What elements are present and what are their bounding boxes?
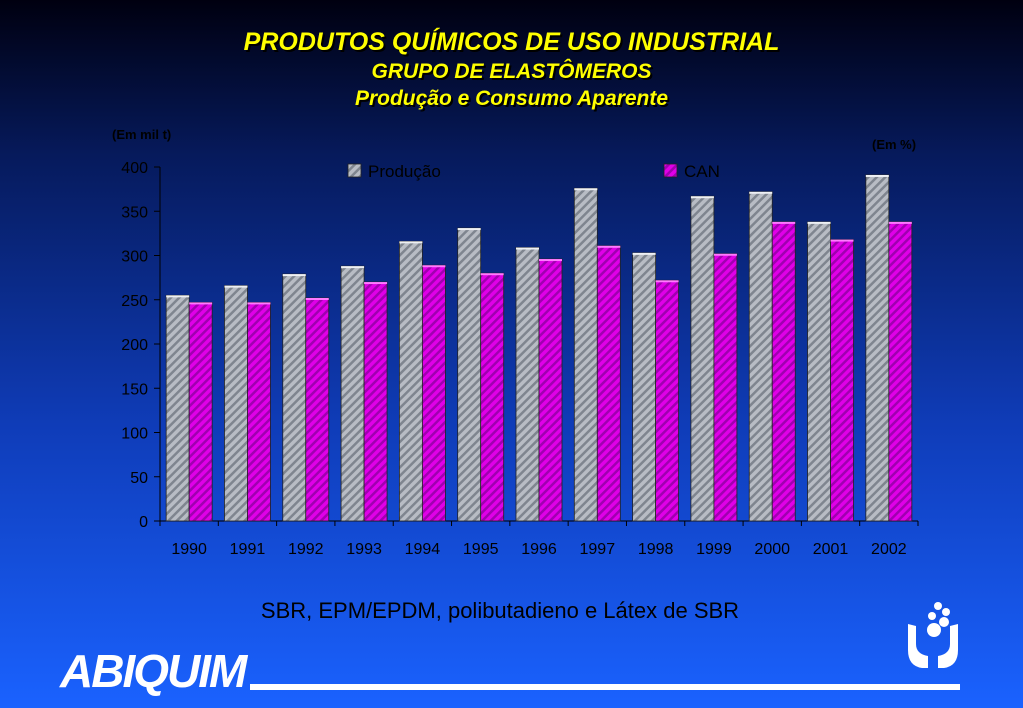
bar-can-top bbox=[539, 259, 562, 262]
bar-producao-top bbox=[749, 191, 773, 194]
bar-producao-top bbox=[282, 274, 306, 277]
bar-can bbox=[363, 281, 388, 522]
logo-underline bbox=[250, 684, 960, 690]
abiquim-logo: ABIQUIM bbox=[60, 645, 247, 697]
bar-can bbox=[480, 272, 505, 522]
bar-can bbox=[188, 302, 213, 522]
x-tick-label: 1996 bbox=[521, 541, 557, 558]
bar-producao bbox=[398, 240, 423, 522]
bar-can bbox=[247, 302, 271, 522]
chart-subtitle: GRUPO DE ELASTÔMEROS bbox=[371, 60, 652, 83]
hands-molecule-icon bbox=[908, 602, 958, 668]
legend-swatch-producao bbox=[347, 163, 362, 178]
bar-producao-top bbox=[399, 241, 423, 244]
bar-producao-top bbox=[865, 174, 889, 177]
bar-can-top bbox=[713, 253, 737, 256]
footnote: SBR, EPM/EPDM, polibutadieno e Látex de … bbox=[260, 598, 740, 623]
y-tick-label: 250 bbox=[121, 293, 148, 310]
bar-can bbox=[830, 239, 854, 522]
x-tick-label: 2002 bbox=[871, 541, 907, 558]
bar-producao bbox=[748, 191, 773, 522]
y-tick-label: 100 bbox=[121, 426, 148, 443]
x-tick-label: 2000 bbox=[754, 541, 790, 558]
bar-can bbox=[421, 264, 446, 522]
y-tick-label: 50 bbox=[130, 470, 148, 487]
y-tick-label: 300 bbox=[121, 249, 148, 266]
bar-can-top bbox=[830, 239, 854, 242]
bar-producao bbox=[690, 195, 715, 522]
bar-producao bbox=[807, 221, 831, 522]
bar-can-top bbox=[888, 221, 912, 224]
bar-can bbox=[596, 245, 621, 522]
y-tick-label: 150 bbox=[121, 381, 148, 398]
bar-can bbox=[771, 221, 796, 522]
bar-can bbox=[305, 297, 330, 522]
legend-label-producao: Produção bbox=[368, 162, 441, 181]
x-tick-label: 1994 bbox=[405, 541, 441, 558]
title-block: PRODUTOS QUÍMICOS DE USO INDUSTRIAL GRUP… bbox=[0, 28, 1023, 110]
x-tick-label: 1993 bbox=[346, 541, 382, 558]
bar-producao bbox=[282, 273, 307, 522]
y-tick-label: 400 bbox=[121, 160, 148, 177]
y-tick-label: 200 bbox=[121, 337, 148, 354]
bar-producao-top bbox=[166, 295, 190, 298]
x-tick-label: 1995 bbox=[463, 541, 499, 558]
x-tick-label: 2001 bbox=[813, 541, 849, 558]
bar-can-top bbox=[422, 265, 446, 268]
x-tick-label: 1991 bbox=[230, 541, 266, 558]
bar-producao-top bbox=[807, 221, 831, 224]
bar-producao bbox=[515, 247, 540, 522]
bar-producao bbox=[865, 174, 890, 522]
x-tick-label: 1992 bbox=[288, 541, 324, 558]
legend-label-can: CAN bbox=[684, 162, 720, 181]
y-tick-label: 0 bbox=[139, 514, 148, 531]
unit-label-left: (Em mil t) bbox=[112, 127, 172, 142]
bar-producao bbox=[224, 285, 248, 522]
bar-producao bbox=[457, 227, 482, 522]
bar-producao bbox=[573, 187, 598, 522]
chart-subtitle-2: Produção e Consumo Aparente bbox=[354, 87, 669, 110]
bar-producao-top bbox=[516, 247, 539, 250]
bar-producao-top bbox=[457, 228, 481, 231]
bar-can-top bbox=[772, 221, 796, 224]
bar-producao bbox=[165, 294, 190, 522]
y-tick-label: 350 bbox=[121, 204, 148, 221]
x-tick-label: 1998 bbox=[638, 541, 674, 558]
bar-can-top bbox=[364, 282, 388, 285]
bar-producao bbox=[340, 265, 365, 522]
bar-producao-top bbox=[574, 188, 598, 191]
bar-producao-top bbox=[341, 266, 365, 269]
bar-producao-top bbox=[690, 196, 714, 199]
bar-can bbox=[888, 221, 913, 522]
legend-swatch-can bbox=[663, 163, 678, 178]
x-tick-label: 1999 bbox=[696, 541, 732, 558]
bar-producao bbox=[632, 252, 657, 522]
bar-can bbox=[713, 253, 738, 522]
bar-producao-top bbox=[632, 252, 656, 255]
bar-can-top bbox=[480, 273, 504, 276]
bar-producao-top bbox=[224, 285, 248, 288]
bar-can-top bbox=[189, 302, 213, 305]
bar-can bbox=[538, 258, 563, 522]
unit-label-right: (Em %) bbox=[872, 137, 917, 152]
bar-can bbox=[655, 279, 680, 522]
x-tick-label: 1990 bbox=[171, 541, 207, 558]
bar-can-top bbox=[247, 302, 271, 305]
bar-can-top bbox=[655, 280, 679, 283]
bar-can-top bbox=[597, 245, 621, 248]
x-tick-label: 1997 bbox=[580, 541, 616, 558]
bar-can-top bbox=[305, 297, 329, 300]
chart-title: PRODUTOS QUÍMICOS DE USO INDUSTRIAL bbox=[243, 28, 780, 56]
